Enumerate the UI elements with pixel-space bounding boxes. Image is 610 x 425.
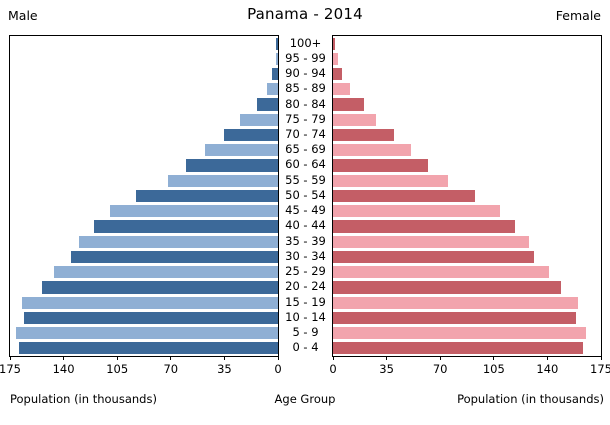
age-group-label: 25 - 29 (285, 264, 326, 279)
age-group-label: 55 - 59 (285, 172, 326, 187)
male-bar-90-94 (271, 67, 278, 81)
female-bar-10-14 (333, 311, 577, 325)
male-bar-85-89 (267, 83, 278, 96)
male-plot-area (9, 35, 279, 357)
male-bar-60-64 (186, 159, 278, 172)
male-bar-45-49 (109, 205, 278, 218)
male-bar-55-59 (167, 174, 278, 187)
female-bar-80-84 (333, 98, 364, 111)
male-bar-70-74 (224, 128, 278, 142)
male-bar-5-9 (16, 327, 278, 340)
age-group-label: 90 - 94 (285, 66, 326, 81)
female-bar-40-44 (333, 220, 516, 233)
male-bar-40-44 (94, 220, 278, 233)
age-group-label: 10 - 14 (285, 309, 326, 324)
female-bar-30-34 (333, 250, 534, 264)
tick-label: 140 (536, 362, 559, 376)
tick-mark (493, 356, 495, 360)
tick-label: 0 (329, 362, 337, 376)
female-bar-0-4 (333, 342, 583, 355)
age-group-label: 100+ (289, 35, 322, 50)
age-group-label: 35 - 39 (285, 233, 326, 248)
female-bar-65-69 (333, 144, 412, 157)
age-group-label: 15 - 19 (285, 294, 326, 309)
male-bar-25-29 (54, 266, 278, 279)
male-bar-15-19 (22, 296, 278, 309)
age-group-label: 95 - 99 (285, 50, 326, 65)
female-axis-title: Population (in thousands) (457, 392, 604, 406)
age-group-label: 5 - 9 (292, 325, 319, 340)
age-group-label: 50 - 54 (285, 187, 326, 202)
tick-label: 105 (482, 362, 505, 376)
male-bar-20-24 (42, 281, 278, 294)
male-bar-75-79 (239, 113, 278, 126)
age-group-label: 80 - 84 (285, 96, 326, 111)
male-bar-35-39 (78, 235, 278, 248)
female-bar-20-24 (333, 281, 562, 294)
female-bar-70-74 (333, 128, 395, 142)
female-bar-35-39 (333, 235, 530, 248)
male-axis-ticks: 0 35 70 105 140 175 (0, 356, 282, 396)
male-axis-title: Population (in thousands) (10, 392, 157, 406)
age-group-label: 30 - 34 (285, 248, 326, 263)
tick-label: 35 (379, 362, 394, 376)
tick-label: 35 (217, 362, 232, 376)
tick-label: 70 (432, 362, 448, 376)
male-bar-65-69 (204, 144, 278, 157)
age-group-label: 75 - 79 (285, 111, 326, 126)
age-group-axis-title: Age Group (274, 392, 336, 406)
tick-label: 0 (274, 362, 282, 376)
tick-label: 105 (106, 362, 129, 376)
male-bar-0-4 (19, 342, 278, 355)
tick-mark (116, 356, 118, 360)
male-bar-50-54 (135, 189, 278, 203)
female-bar-90-94 (333, 67, 343, 81)
tick-label: 140 (52, 362, 75, 376)
female-bar-15-19 (333, 296, 579, 309)
male-bar-95-99 (276, 52, 278, 65)
age-group-label: 60 - 64 (285, 157, 326, 172)
age-group-labels-column: 100+ 95 - 99 90 - 94 85 - 89 80 - 84 75 - 79 7… (279, 35, 332, 355)
age-group-label: 40 - 44 (285, 218, 326, 233)
female-bar-100+ (333, 37, 335, 50)
male-bar-30-34 (71, 250, 278, 264)
age-group-label: 0 - 4 (292, 340, 319, 355)
female-bar-60-64 (333, 159, 428, 172)
female-bar-5-9 (333, 327, 586, 340)
female-bar-85-89 (333, 83, 350, 96)
age-group-label: 70 - 74 (285, 127, 326, 142)
male-bar-100+ (276, 37, 278, 50)
female-bar-25-29 (333, 266, 549, 279)
female-plot-area (332, 35, 602, 357)
chart-title: Panama - 2014 (247, 5, 363, 23)
female-bar-55-59 (333, 174, 448, 187)
female-bar-45-49 (333, 205, 500, 218)
tick-mark (332, 356, 334, 360)
tick-label: 70 (163, 362, 179, 376)
female-axis-ticks: 0 35 70 105 140 175 (329, 356, 610, 396)
female-bar-95-99 (333, 52, 338, 65)
tick-mark (223, 356, 225, 360)
tick-mark (63, 356, 65, 360)
female-header-label: Female (555, 8, 601, 23)
tick-mark (600, 356, 602, 360)
female-bar-75-79 (333, 113, 376, 126)
tick-mark (546, 356, 548, 360)
male-bar-10-14 (23, 311, 278, 325)
tick-mark (277, 356, 279, 360)
female-bar-50-54 (333, 189, 476, 203)
male-header-label: Male (8, 8, 38, 23)
tick-mark (386, 356, 388, 360)
tick-mark (9, 356, 11, 360)
tick-mark (439, 356, 441, 360)
age-group-label: 85 - 89 (285, 81, 326, 96)
age-group-label: 65 - 69 (285, 142, 326, 157)
tick-label: 175 (590, 362, 610, 376)
tick-mark (170, 356, 172, 360)
tick-label: 175 (0, 362, 21, 376)
age-group-label: 20 - 24 (285, 279, 326, 294)
age-group-label: 45 - 49 (285, 203, 326, 218)
male-bar-80-84 (256, 98, 278, 111)
